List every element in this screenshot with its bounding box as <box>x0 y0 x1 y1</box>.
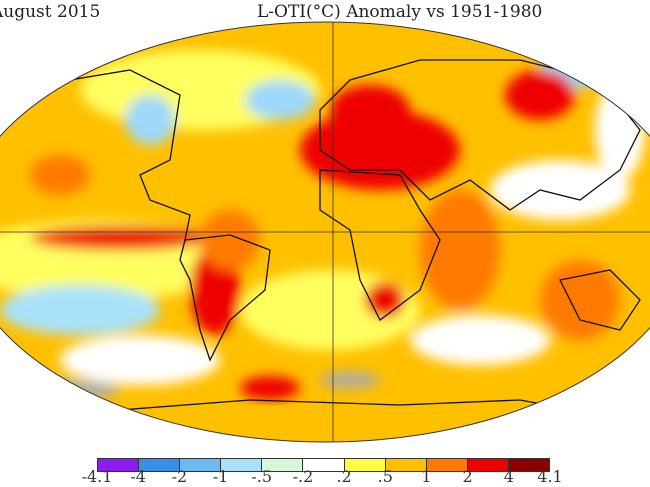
colorbar-label: -2 <box>171 467 188 486</box>
map-date-title: August 2015 <box>0 2 101 22</box>
temperature-anomaly-map <box>0 21 650 443</box>
colorbar <box>97 458 550 472</box>
colorbar-segment <box>426 459 468 471</box>
map-metric-title: L-OTI(°C) Anomaly vs 1951-1980 <box>257 2 543 22</box>
colorbar-segment <box>98 459 140 471</box>
colorbar-segment <box>385 459 427 471</box>
colorbar-segment <box>508 459 550 471</box>
colorbar-label: -.2 <box>292 467 314 486</box>
colorbar-label: 2 <box>462 467 473 486</box>
colorbar-label: .5 <box>377 467 393 486</box>
colorbar-label: -4 <box>130 467 146 486</box>
coastlines <box>69 59 641 416</box>
colorbar-segment <box>467 459 509 471</box>
colorbar-label: -1 <box>212 467 229 486</box>
colorbar-segment <box>262 459 304 471</box>
colorbar-segment <box>221 459 263 471</box>
colorbar-segment <box>303 459 345 471</box>
colorbar-label: -.5 <box>251 467 273 486</box>
colorbar-label: .2 <box>336 467 352 486</box>
colorbar-label: 4.1 <box>537 467 563 486</box>
map-border <box>0 21 650 443</box>
colorbar-label: 1 <box>421 467 432 486</box>
colorbar-segment <box>344 459 386 471</box>
colorbar-segment <box>139 459 181 471</box>
colorbar-label: -4.1 <box>81 467 113 486</box>
colorbar-segment <box>180 459 222 471</box>
colorbar-label: 4 <box>503 467 514 486</box>
